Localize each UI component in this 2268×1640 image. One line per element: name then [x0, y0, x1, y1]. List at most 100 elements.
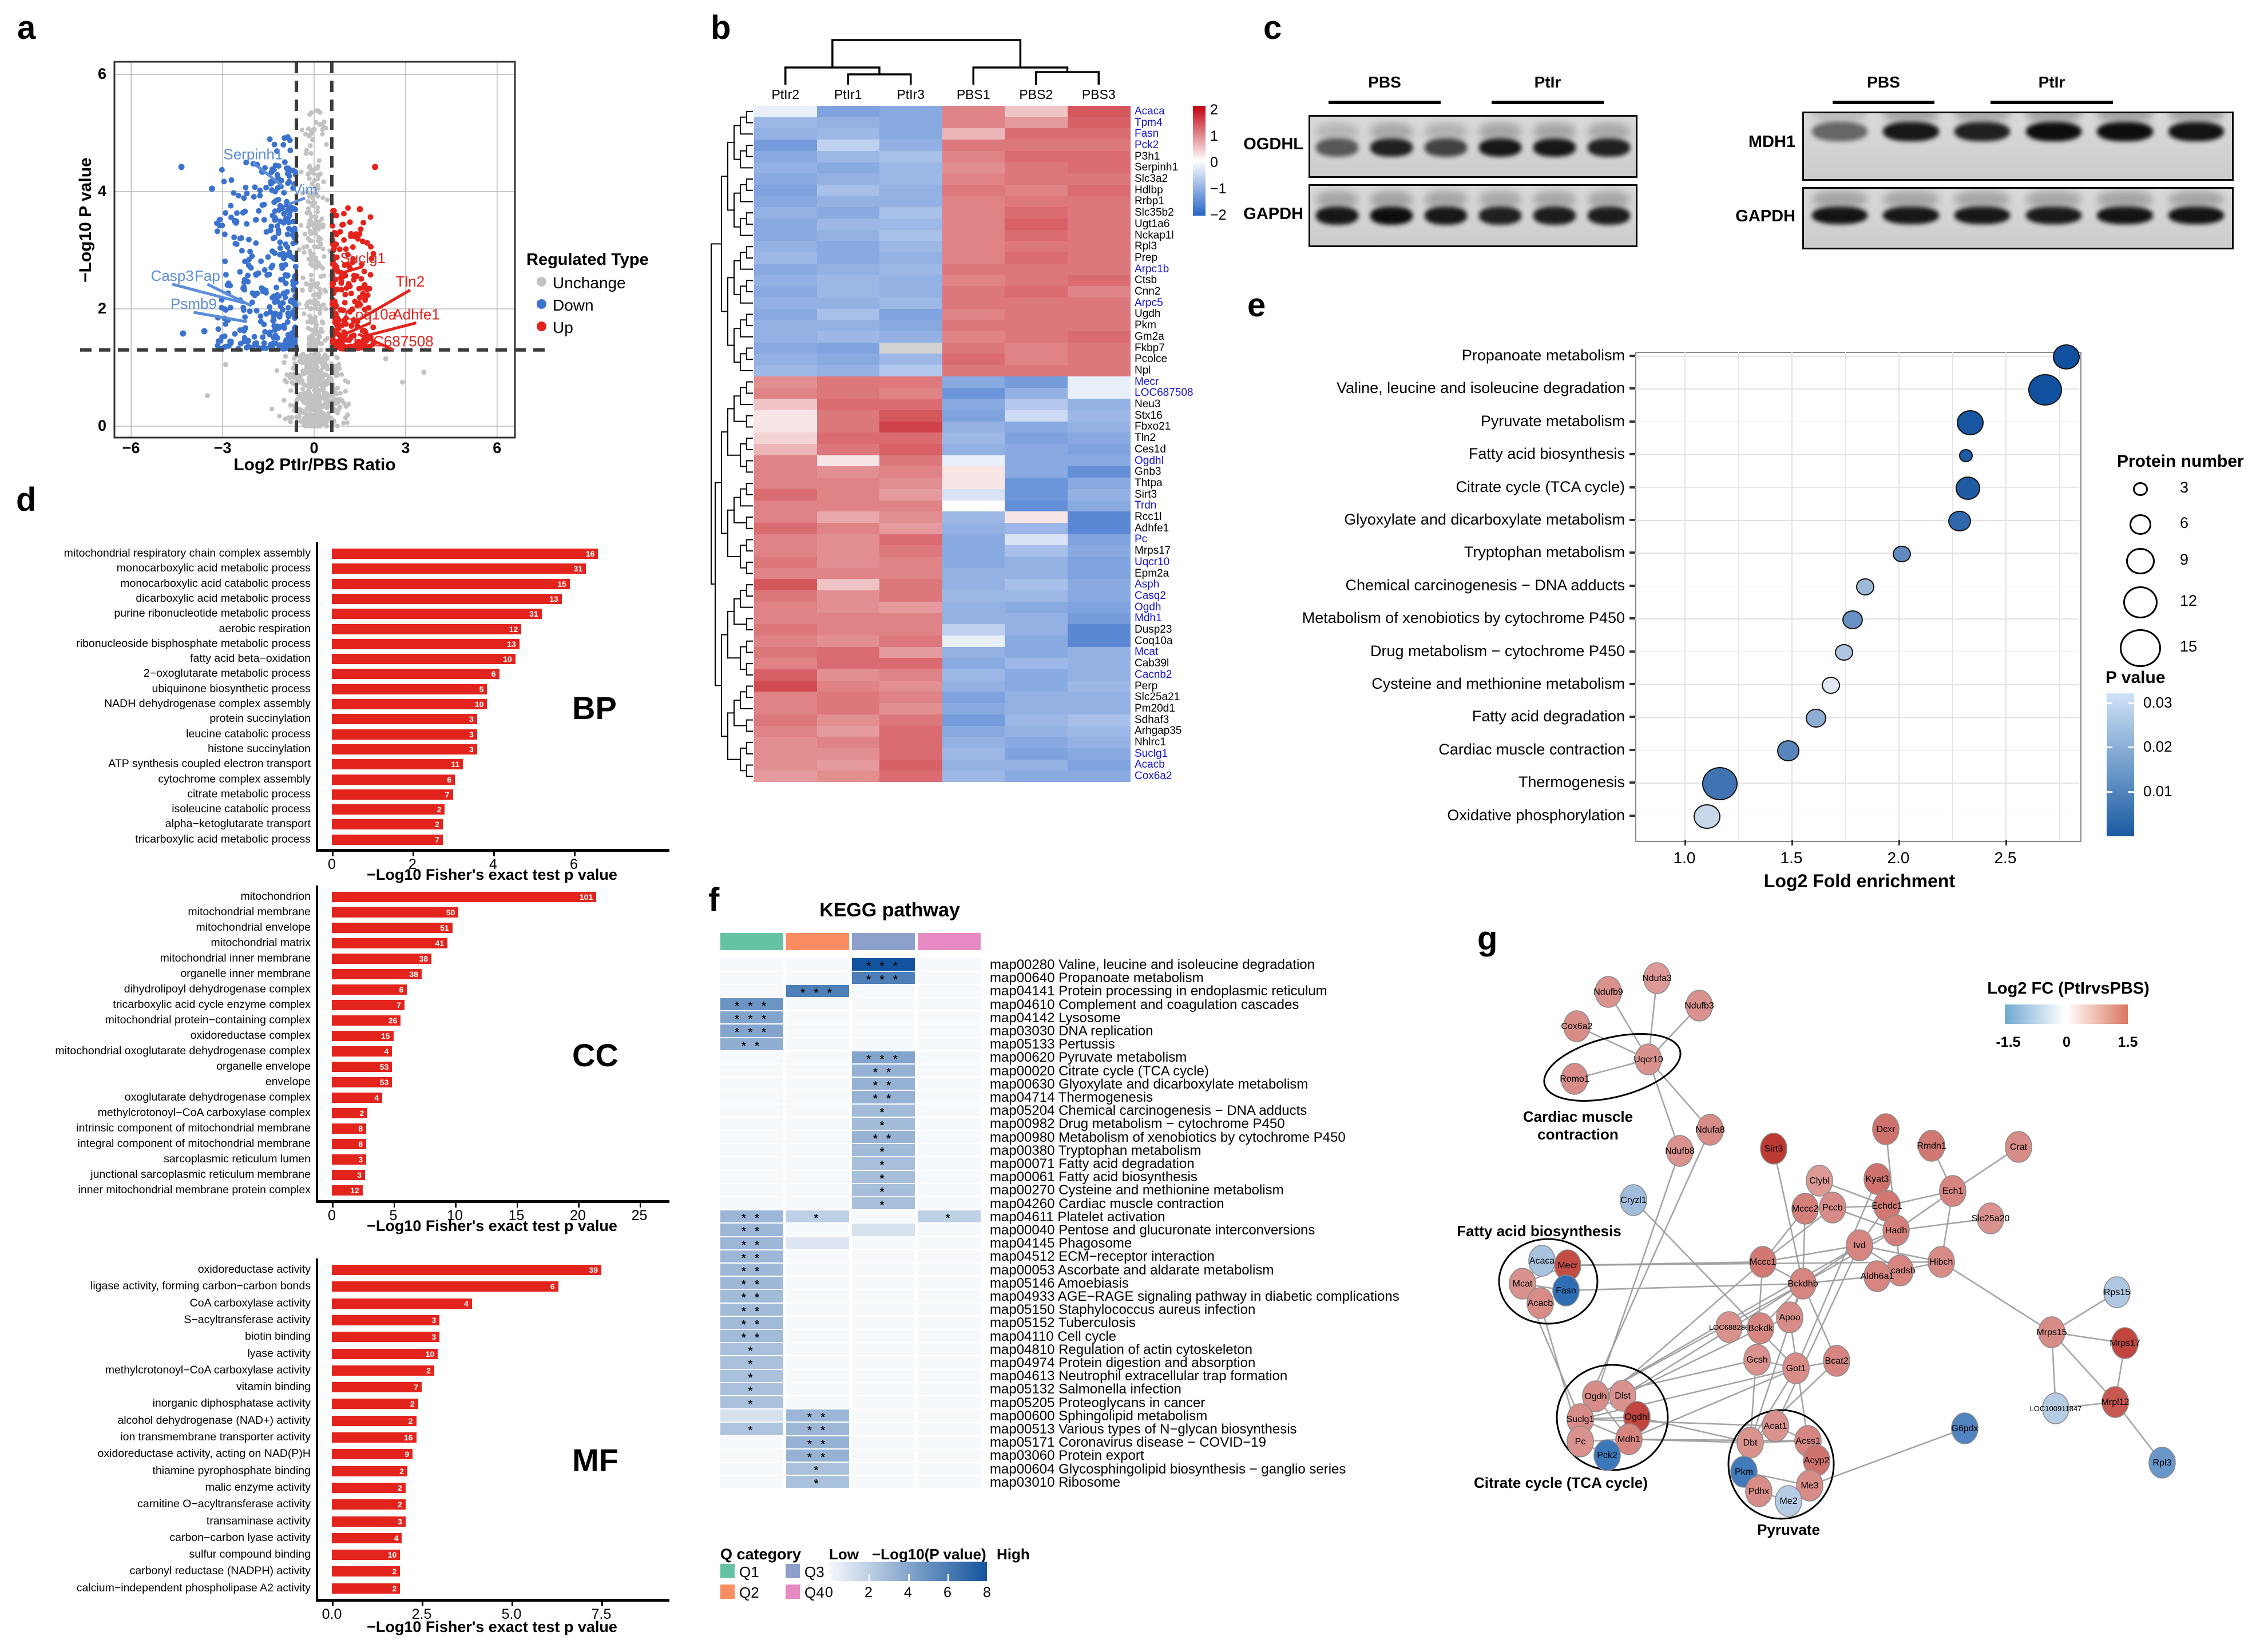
legend-dot-unchange: [537, 277, 546, 287]
kegg-cell: [720, 1476, 783, 1488]
pvalue-colorbar-tick: [2107, 702, 2112, 704]
bar-value-label: 2: [392, 1567, 397, 1577]
grid-line-v: [2059, 352, 2060, 840]
volcano-point: [315, 209, 320, 215]
bar-value-label: 13: [549, 594, 558, 603]
volcano-point: [307, 221, 312, 227]
blot-band-smear: [1533, 190, 1576, 209]
y-axis-tick: [1629, 551, 1635, 554]
pvalue-colorbar-tick: [2107, 746, 2112, 748]
dendrogram-branch: [746, 561, 753, 574]
bubble-row-label: Pyruvate metabolism: [1480, 412, 1625, 430]
blot-band-smear: [2097, 190, 2153, 208]
x-tick-label: 20: [570, 1208, 586, 1224]
bar-value-label: 2: [359, 1109, 364, 1118]
blot-band: [2168, 121, 2225, 142]
volcano-point: [318, 368, 323, 374]
dendrogram-branch: [746, 482, 753, 495]
x-axis-line: [316, 1200, 669, 1203]
volcano-point: [308, 259, 314, 264]
volcano-point: [310, 137, 315, 142]
volcano-point: [307, 132, 312, 137]
kegg-cell: * * *: [852, 1051, 915, 1066]
size-legend-label: 15: [2180, 638, 2198, 655]
network-node-label: Ogdhl: [1625, 1412, 1650, 1422]
kegg-cell: [786, 958, 849, 971]
volcano-point: [306, 377, 311, 383]
kegg-cell: * *: [852, 1065, 915, 1079]
volcano-point: [312, 360, 317, 366]
network-node-label: G6pdx: [1951, 1424, 1978, 1433]
kegg-cell: [720, 1051, 783, 1063]
blot1-header-ptir: PtIr: [1534, 73, 1561, 91]
y-axis-tick: [1629, 519, 1635, 521]
kegg-cell: [918, 1104, 981, 1117]
bar-value-label: 3: [358, 1155, 363, 1164]
bar-value-label: 2: [437, 805, 442, 815]
network-edge: [1774, 1245, 1861, 1427]
volcano-point: [335, 372, 340, 378]
volcano-point: [305, 390, 310, 395]
volcano-point: [308, 365, 314, 370]
kegg-cell: [918, 1463, 981, 1475]
bar-category-label: monocarboxylic acid metabolic process: [116, 562, 311, 575]
kegg-cell: * *: [786, 1409, 849, 1424]
volcano-point: [314, 284, 319, 289]
dendrogram-branch: [746, 764, 753, 777]
kegg-cell: [720, 1184, 783, 1196]
colorbar-tick-label: −1: [1210, 181, 1227, 197]
kegg-cell: [918, 971, 981, 984]
volcano-point: [300, 190, 305, 196]
bar-value-label: 10: [425, 1349, 435, 1359]
significance-stars: *: [879, 1199, 887, 1212]
bubble-point: [1702, 767, 1738, 801]
x-axis-tick: [393, 1203, 395, 1208]
bubble-row-label: Tryptophan metabolism: [1464, 543, 1625, 561]
bar-value-label: 13: [507, 639, 516, 649]
volcano-point: [314, 384, 319, 389]
bar-category-label: ubiquinone biosynthetic process: [152, 682, 311, 695]
kegg-cell: [786, 1038, 849, 1050]
kegg-cell: *: [720, 1396, 783, 1411]
panel-a-letter: a: [17, 9, 36, 46]
volcano-point: [312, 244, 317, 249]
bar: [332, 578, 570, 589]
blot-band-smear: [2168, 190, 2225, 208]
dendrogram-branch: [733, 260, 740, 295]
network-node-label: Acat1: [1764, 1421, 1787, 1431]
network-node-label: Bcat2: [1825, 1356, 1849, 1366]
volcano-point: [298, 353, 303, 359]
bubble-row-label: Propanoate metabolism: [1461, 347, 1625, 364]
kegg-cell: [720, 971, 783, 984]
bar-value-label: 38: [409, 970, 418, 979]
significance-stars: *: [748, 1345, 756, 1358]
volcano-point: [314, 120, 319, 125]
bar-category-label: aerobic respiration: [219, 622, 311, 635]
grid-line-v: [1898, 352, 1900, 840]
x-tick-label: 0: [328, 856, 336, 872]
kegg-cell: [720, 984, 783, 997]
x-axis-tick: [413, 852, 414, 856]
blot1-header-pbs: PBS: [1368, 73, 1401, 91]
size-legend-title: Protein number: [2117, 452, 2244, 471]
blot1-protein-label: OGDHL: [1243, 135, 1303, 153]
kegg-cell: [918, 1051, 981, 1063]
network-node-label: Fasn: [1556, 1286, 1576, 1296]
dendrogram-branch: [746, 663, 753, 676]
dendrogram-branch: [746, 742, 753, 755]
bar-category-label: inner mitochondrial membrane protein com…: [78, 1184, 311, 1196]
significance-stars: * *: [741, 1212, 763, 1225]
network-node-label: Mcat: [1513, 1279, 1533, 1289]
volcano-point: [320, 246, 326, 252]
bar-category-label: monocarboxylic acid catabolic process: [120, 577, 311, 590]
volcano-point: [311, 374, 316, 379]
bar-category-label: alpha−ketoglutarate transport: [165, 817, 311, 831]
kegg-cell: [852, 1396, 915, 1409]
kegg-cell: [852, 1316, 915, 1329]
dendrogram-branch: [740, 443, 747, 467]
volcano-point: [342, 400, 347, 406]
x-axis-tick: [601, 1602, 603, 1606]
bar-category-label: thiamine pyrophosphate binding: [152, 1464, 311, 1477]
bar-value-label: 3: [469, 714, 474, 724]
volcano-point: [309, 327, 314, 332]
